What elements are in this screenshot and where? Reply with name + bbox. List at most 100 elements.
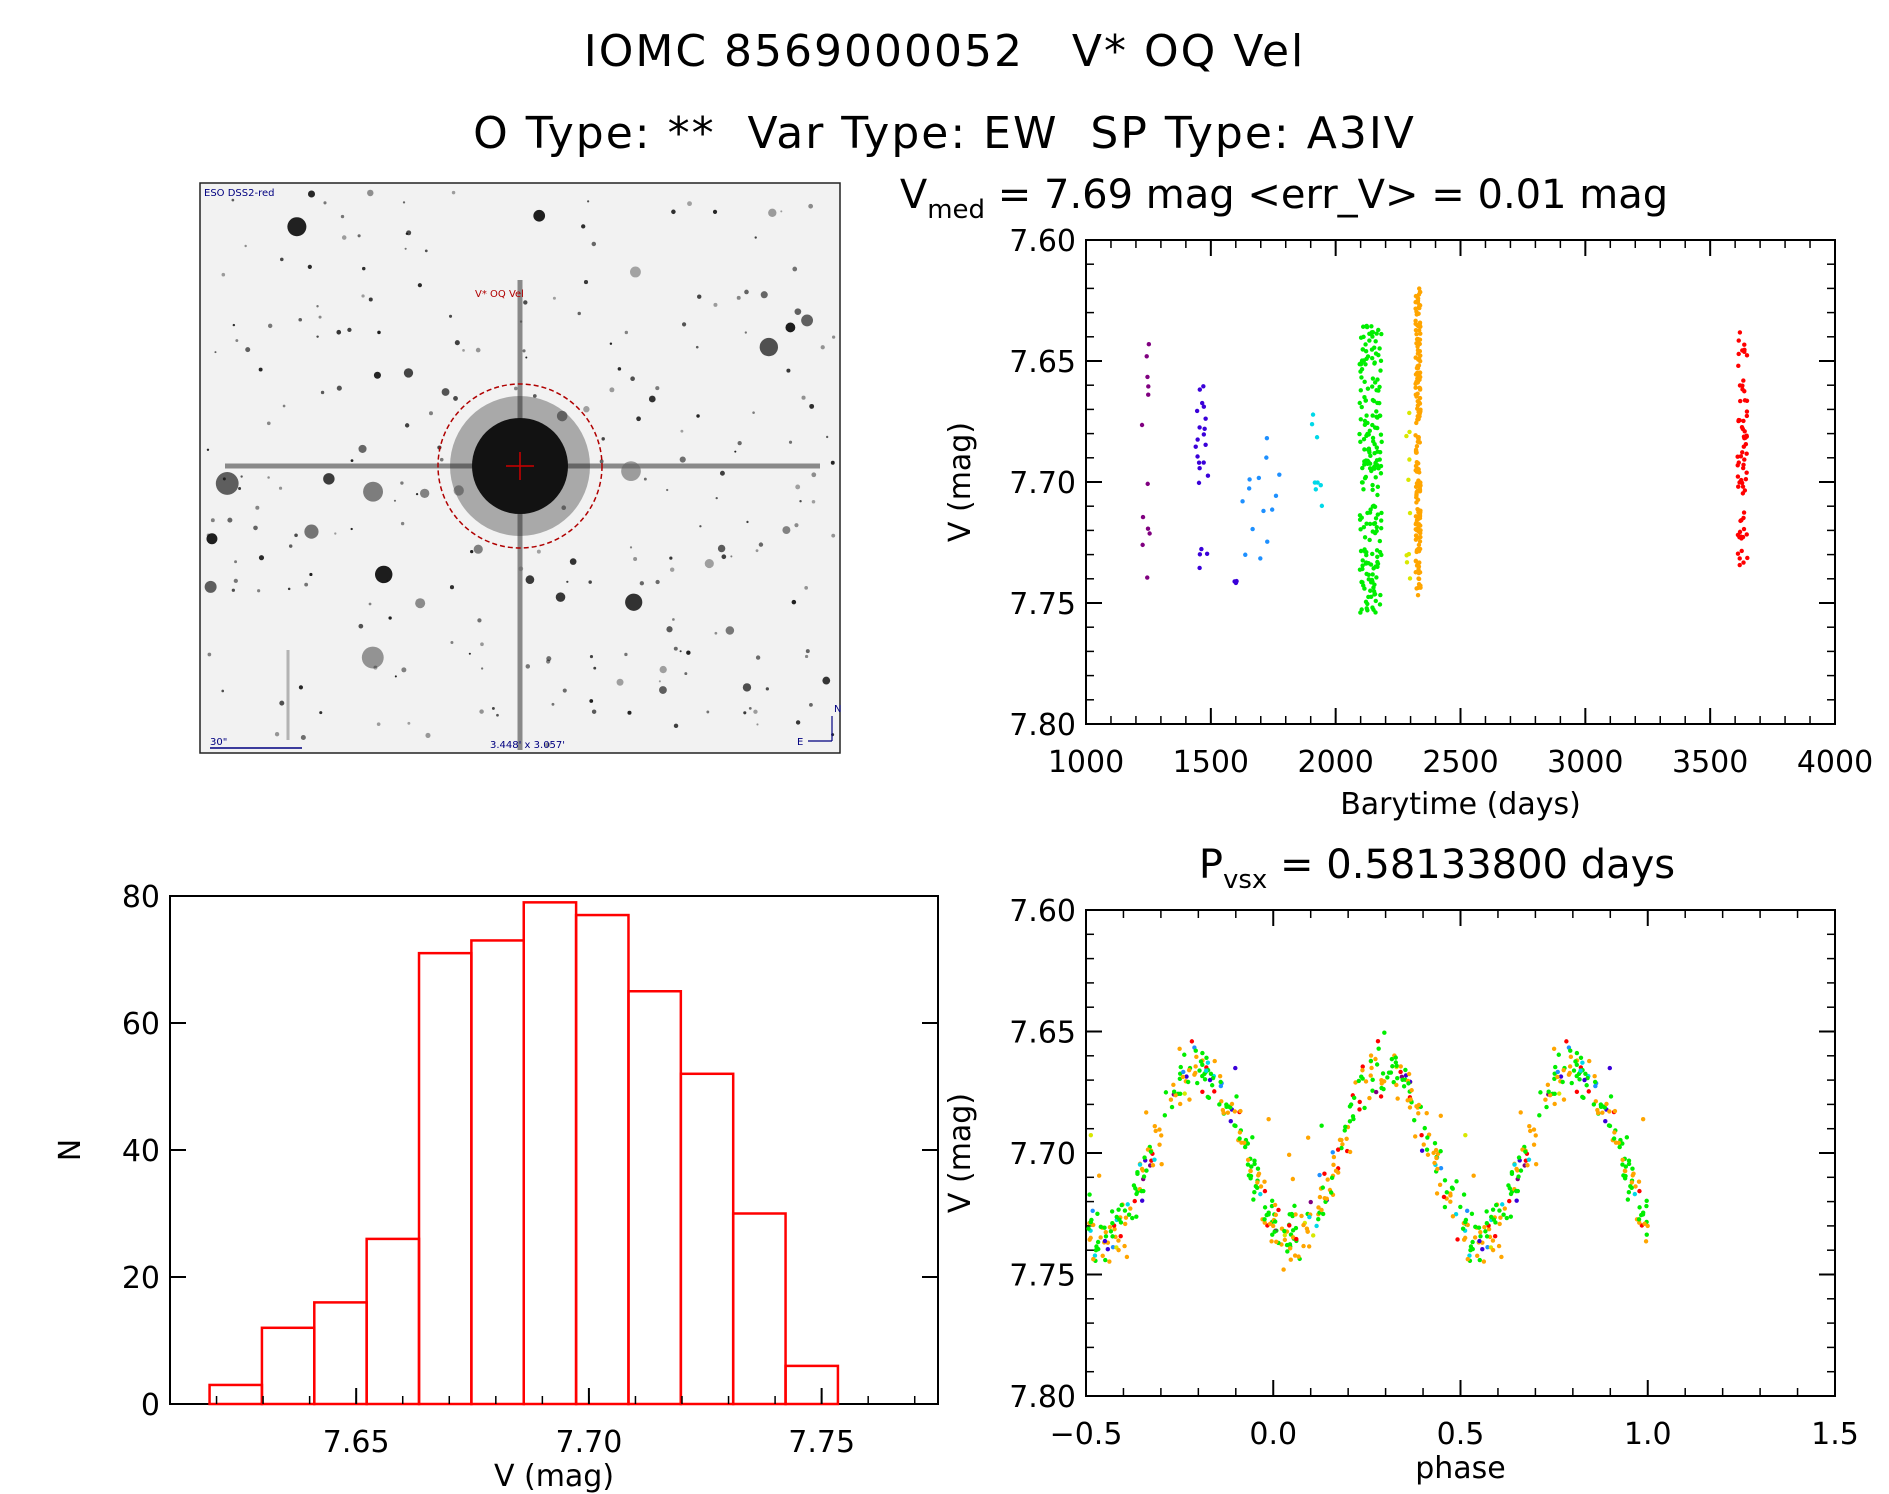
lightcurve-point [1414,444,1420,449]
sky-star [439,457,444,462]
lightcurve-point [1417,395,1423,401]
x-tick-label: 7.75 [788,1425,855,1460]
sky-star [754,236,757,239]
phased-point [1209,1083,1215,1088]
phased-point [1088,1132,1094,1138]
phased-point [1252,1158,1257,1163]
phased-point [1592,1079,1598,1085]
lightcurve-point [1737,383,1743,388]
sky-image-stars [204,189,836,748]
phased-point [1254,1185,1260,1191]
phased-point [1299,1213,1304,1219]
phased-point [1316,1217,1321,1222]
sky-star [368,602,372,606]
lightcurve-point [1202,426,1207,432]
phased-point [1317,1172,1322,1178]
phased-point [1258,1191,1263,1197]
lightcurve-point [1362,379,1367,385]
phased-point [1159,1133,1164,1138]
lightcurve-point [1359,579,1364,585]
phased-point [1406,1071,1412,1077]
sky-star [820,345,825,350]
sky-star [234,560,238,564]
phased-point [1460,1226,1466,1231]
phased-point [1385,1075,1390,1080]
lightcurve-point [1369,468,1374,474]
lightcurve-point [1359,367,1365,372]
lightcurve-point [1363,398,1368,403]
histogram-bar [679,1072,735,1406]
sky-star [450,641,454,644]
lightcurve-point [1379,510,1384,516]
sky-star [755,549,759,553]
lightcurve-point [1377,457,1382,462]
lightcurve-point [1140,542,1145,548]
sky-star [304,524,319,539]
lightcurve-point [1366,577,1371,582]
phased-point [1292,1203,1297,1209]
lightcurve-point [1377,346,1382,351]
phased-point [1455,1237,1460,1242]
sky-star [221,689,225,693]
phased-point [1643,1239,1649,1244]
lightcurve-point [1145,481,1150,487]
phased-point [1290,1176,1296,1182]
sky-star [221,272,226,277]
phased-point [1286,1152,1292,1158]
lightcurve-title-sub: med [927,195,985,225]
lightcurve-point [1366,560,1371,566]
sky-star [240,475,243,478]
phased-point [1413,1134,1418,1139]
lightcurve-point [1370,482,1375,488]
lightcurve-point [1407,410,1412,416]
lightcurve-point [1265,539,1270,544]
lightcurve-point [1139,422,1145,428]
phased-point [1369,1065,1374,1071]
phased-point [1629,1180,1635,1185]
lightcurve-point [1378,525,1384,531]
lightcurve-point [1372,591,1378,597]
sky-star [536,549,541,554]
phased-point [1465,1256,1470,1262]
sky-star [377,330,381,335]
phased-point [1525,1163,1530,1168]
sky-star [551,702,555,706]
sky-star [669,556,673,560]
phased-point [1251,1197,1256,1202]
sky-star [809,702,813,707]
sky-star [706,710,710,714]
lightcurve-point [1374,331,1379,336]
phased-point [1419,1148,1425,1153]
phased-point [1637,1205,1642,1210]
phased-point [1395,1096,1400,1101]
lightcurve-point [1194,408,1200,414]
sky-star [238,486,242,490]
lightcurve-point [1735,551,1741,556]
lightcurve-point [1359,515,1364,520]
phased-point [1203,1068,1209,1073]
lightcurve-point [1413,527,1418,532]
sky-star [655,579,660,585]
phased-point [1205,1094,1210,1100]
phased-point [1110,1234,1115,1239]
sky-star [415,493,419,496]
phased-point [1551,1046,1557,1052]
phased-point [1144,1110,1149,1115]
phased-point [1493,1220,1498,1225]
sky-star [323,201,327,205]
phased-point [1604,1101,1609,1107]
sky-star [697,294,702,299]
sky-star [523,300,528,305]
compass-east-label: E [797,737,803,748]
lightcurve-point [1376,388,1381,393]
phased-point [1088,1235,1093,1241]
phased-point [1637,1220,1642,1225]
sky-star [388,616,392,620]
phased-point [1360,1064,1365,1069]
sky-star [545,742,551,748]
sky-star [267,476,270,479]
lightcurve-point [1366,572,1371,578]
lightcurve-point [1375,377,1380,382]
lightcurve-point [1744,353,1750,358]
lightcurve-point [1362,394,1367,400]
